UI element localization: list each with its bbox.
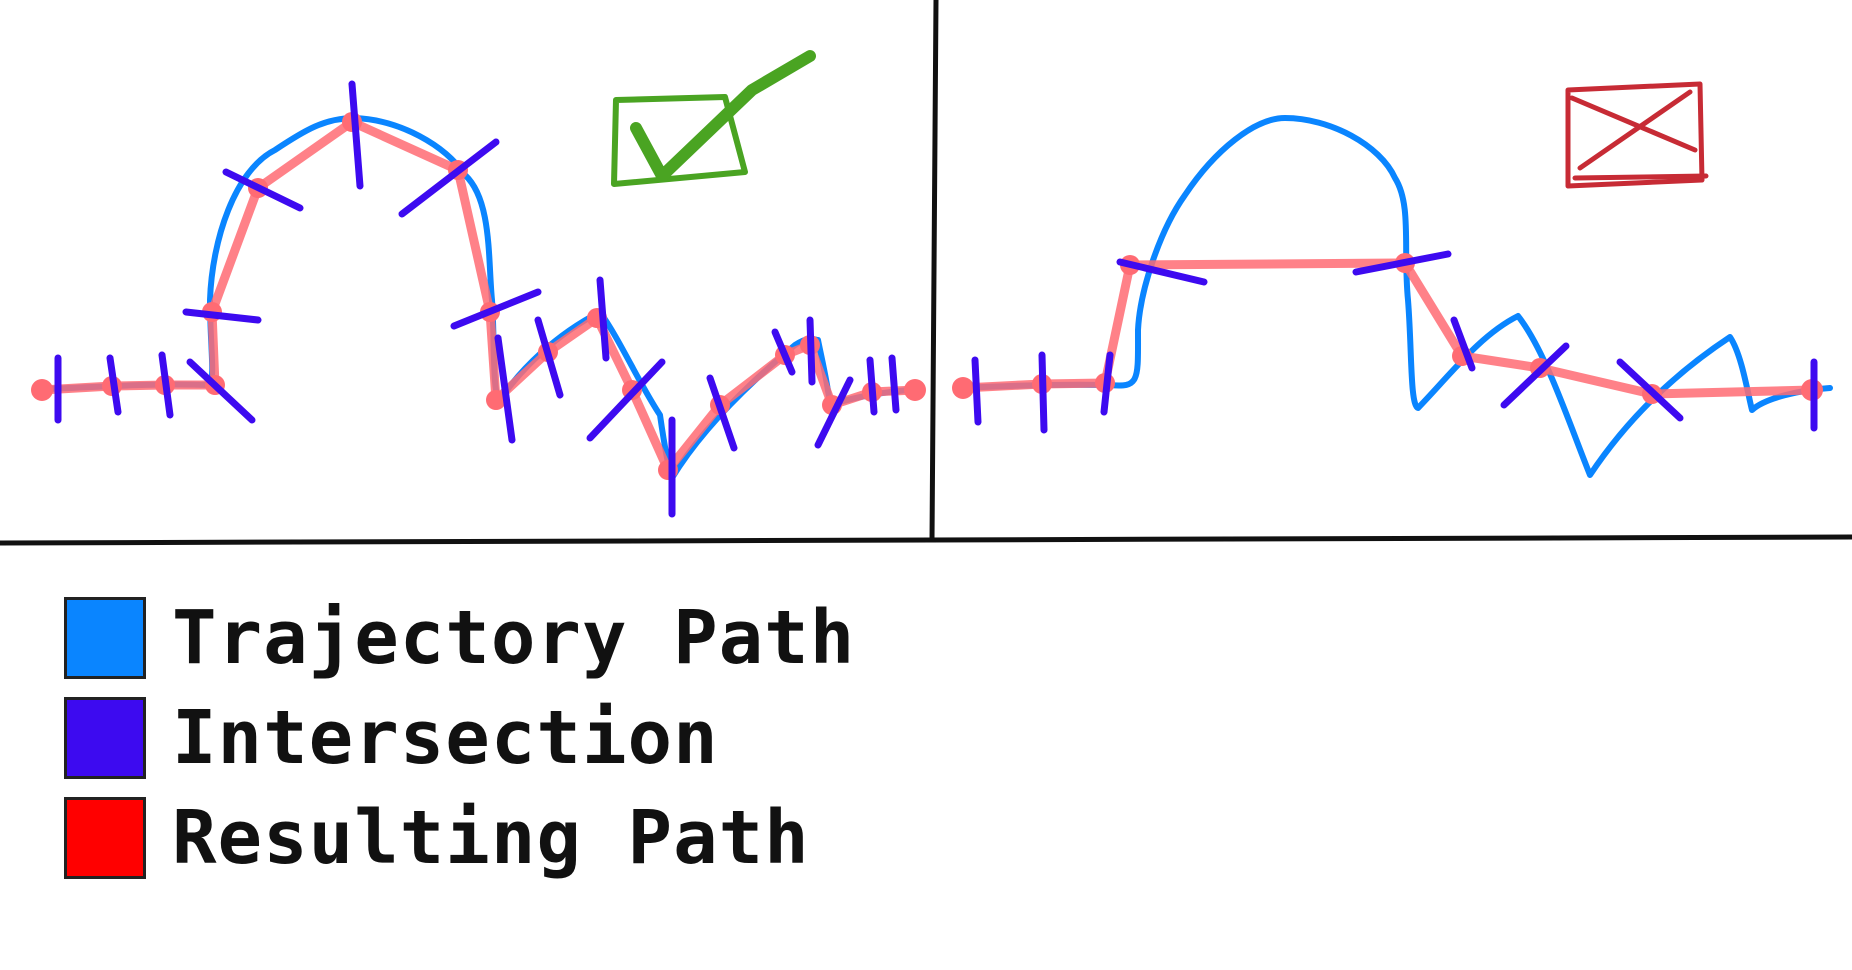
trajectory-path-left [45,115,918,481]
trajectory-path-right [957,115,1833,478]
legend-label-resulting: Resulting Path [172,795,810,881]
legend-item-resulting: Resulting Path [64,788,855,888]
diagram-canvas [0,0,1852,546]
legend-swatch-resulting [64,797,146,879]
legend-item-intersection: Intersection [64,688,855,788]
check-icon [611,50,816,187]
vertical-divider [929,0,939,543]
legend: Trajectory Path Intersection Resulting P… [64,588,855,888]
resulting-path-left [31,112,926,480]
panel-bad-example [952,81,1833,478]
legend-label-intersection: Intersection [172,695,719,781]
horizontal-divider [0,534,1852,546]
intersection-marks-left [54,80,900,518]
legend-swatch-trajectory [64,597,146,679]
resulting-path-right [952,253,1823,404]
intersection-marks-right [971,250,1818,434]
legend-item-trajectory: Trajectory Path [64,588,855,688]
cross-box-icon [1565,81,1709,189]
resulting-path-nodes-left [31,112,926,480]
legend-label-trajectory: Trajectory Path [172,595,856,681]
legend-swatch-intersection [64,697,146,779]
frame [0,0,1852,546]
panel-good-example [31,50,926,518]
